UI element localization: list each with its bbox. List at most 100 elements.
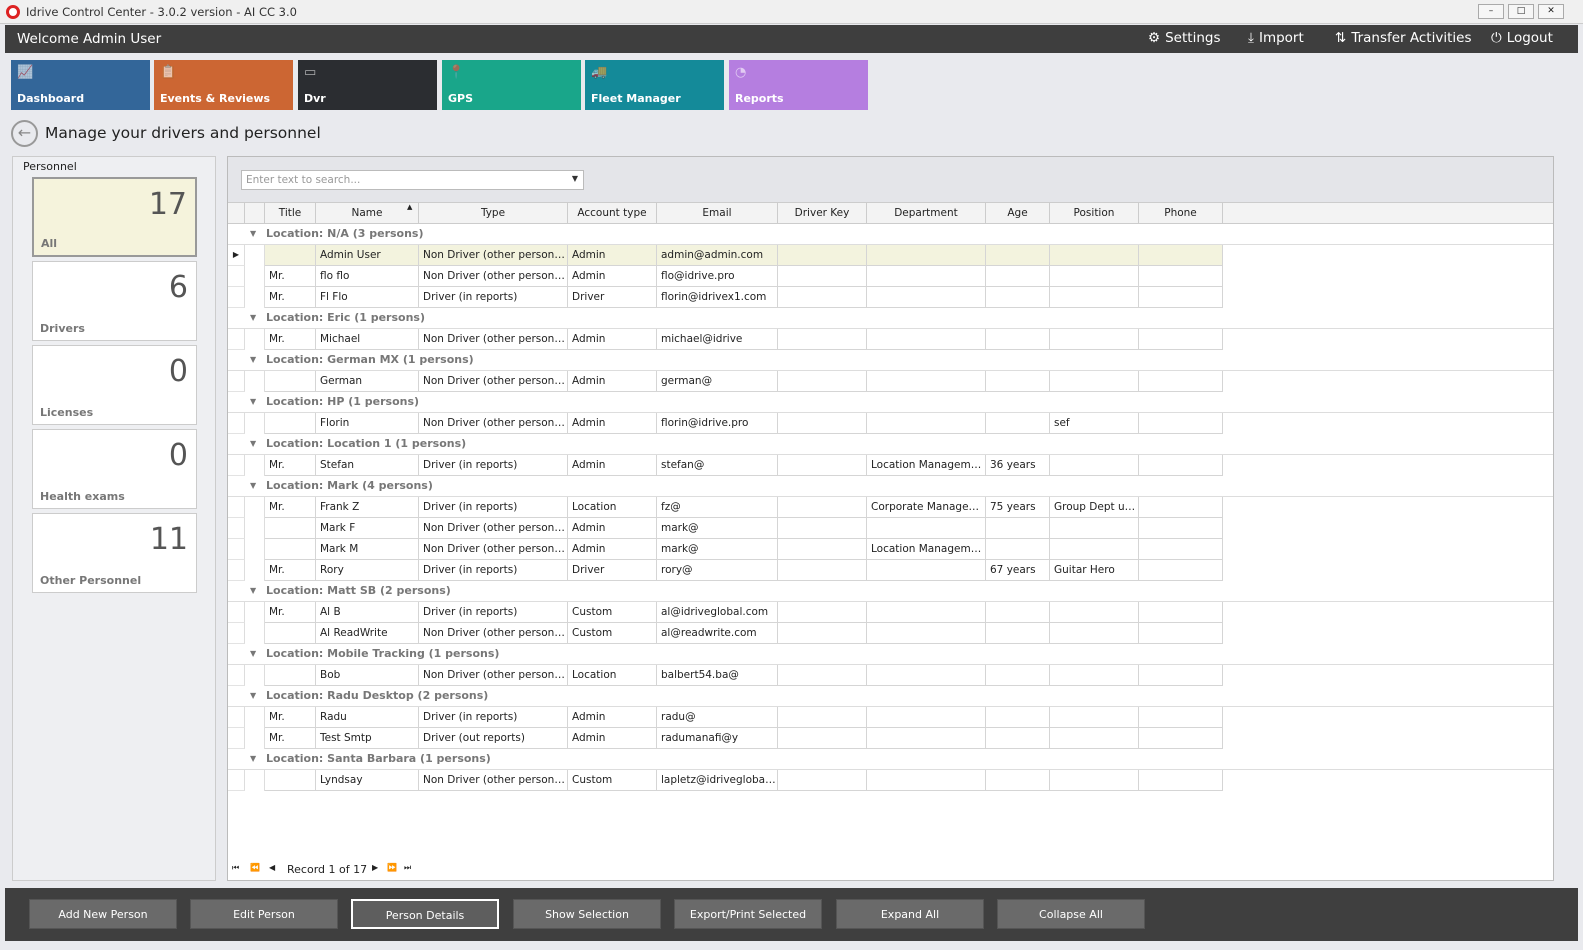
column-header-age[interactable]: Age — [986, 203, 1050, 224]
cell-position[interactable]: Guitar Hero — [1050, 560, 1139, 581]
cell-department[interactable] — [867, 266, 986, 287]
cell-department[interactable] — [867, 329, 986, 350]
cell-title[interactable]: Mr. — [265, 287, 316, 308]
cell-title[interactable]: Mr. — [265, 707, 316, 728]
table-row[interactable]: Florin Non Driver (other personnel) Admin f… — [228, 413, 1553, 434]
cell-name[interactable]: Lyndsay — [316, 770, 419, 791]
cell-email[interactable]: al@idriveglobal.com — [657, 602, 778, 623]
table-row[interactable]: Mr. flo flo Non Driver (other personnel) Ad… — [228, 266, 1553, 287]
next-page-icon[interactable]: ⏩ — [387, 863, 397, 872]
cell-driver-key[interactable] — [778, 329, 867, 350]
column-header-driver-key[interactable]: Driver Key — [778, 203, 867, 224]
cell-position[interactable] — [1050, 707, 1139, 728]
settings-link[interactable]: ⚙ Settings — [1148, 30, 1220, 46]
cell-account-type[interactable]: Admin — [568, 245, 657, 266]
column-header-phone[interactable]: Phone — [1139, 203, 1223, 224]
cell-email[interactable]: al@readwrite.com — [657, 623, 778, 644]
cell-position[interactable] — [1050, 602, 1139, 623]
cell-title[interactable] — [265, 245, 316, 266]
expand-all-button[interactable]: Expand All — [836, 899, 984, 929]
cell-age[interactable]: 36 years — [986, 455, 1050, 476]
cell-driver-key[interactable] — [778, 602, 867, 623]
cell-name[interactable]: Stefan — [316, 455, 419, 476]
cell-position[interactable] — [1050, 287, 1139, 308]
cell-email[interactable]: balbert54.ba@ — [657, 665, 778, 686]
cell-title[interactable] — [265, 518, 316, 539]
cell-age[interactable] — [986, 266, 1050, 287]
cell-department[interactable] — [867, 602, 986, 623]
group-row[interactable]: ▼ Location: Radu Desktop (2 persons) — [228, 686, 1553, 707]
cell-age[interactable] — [986, 518, 1050, 539]
cell-driver-key[interactable] — [778, 245, 867, 266]
cell-type[interactable]: Non Driver (other personnel) — [419, 329, 568, 350]
cell-age[interactable] — [986, 539, 1050, 560]
cell-email[interactable]: michael@idrive — [657, 329, 778, 350]
cell-department[interactable] — [867, 287, 986, 308]
show-selection-button[interactable]: Show Selection — [513, 899, 661, 929]
next-record-icon[interactable]: ▶ — [372, 863, 379, 872]
cell-account-type[interactable]: Admin — [568, 518, 657, 539]
cell-department[interactable] — [867, 413, 986, 434]
cell-email[interactable]: rory@ — [657, 560, 778, 581]
cell-driver-key[interactable] — [778, 707, 867, 728]
cell-title[interactable]: Mr. — [265, 497, 316, 518]
group-row[interactable]: ▼ Location: N/A (3 persons) — [228, 224, 1553, 245]
cell-phone[interactable] — [1139, 497, 1223, 518]
cell-driver-key[interactable] — [778, 266, 867, 287]
cell-name[interactable]: Fl Flo — [316, 287, 419, 308]
cell-position[interactable] — [1050, 371, 1139, 392]
personnel-card-other-personnel[interactable]: 11 Other Personnel — [32, 513, 197, 593]
personnel-card-licenses[interactable]: 0 Licenses — [32, 345, 197, 425]
collapse-arrow-icon[interactable]: ▼ — [250, 481, 257, 490]
cell-name[interactable]: Test Smtp — [316, 728, 419, 749]
cell-email[interactable]: lapletz@idriveglobal.com — [657, 770, 778, 791]
table-row[interactable]: Mr. Michael Non Driver (other personnel) Ad… — [228, 329, 1553, 350]
cell-type[interactable]: Non Driver (other personnel) — [419, 539, 568, 560]
cell-position[interactable] — [1050, 665, 1139, 686]
table-row[interactable]: Al ReadWrite Non Driver (other personnel)… — [228, 623, 1553, 644]
collapse-arrow-icon[interactable]: ▼ — [250, 313, 257, 322]
cell-driver-key[interactable] — [778, 497, 867, 518]
cell-title[interactable] — [265, 770, 316, 791]
collapse-arrow-icon[interactable]: ▼ — [250, 397, 257, 406]
collapse-arrow-icon[interactable]: ▼ — [250, 649, 257, 658]
cell-type[interactable]: Non Driver (other personnel) — [419, 371, 568, 392]
cell-account-type[interactable]: Admin — [568, 707, 657, 728]
cell-age[interactable] — [986, 602, 1050, 623]
cell-age[interactable]: 67 years — [986, 560, 1050, 581]
cell-title[interactable]: Mr. — [265, 329, 316, 350]
personnel-card-health-exams[interactable]: 0 Health exams — [32, 429, 197, 509]
cell-account-type[interactable]: Admin — [568, 371, 657, 392]
cell-type[interactable]: Driver (in reports) — [419, 602, 568, 623]
column-header-email[interactable]: Email — [657, 203, 778, 224]
cell-email[interactable]: admin@admin.com — [657, 245, 778, 266]
cell-type[interactable]: Non Driver (other personnel) — [419, 665, 568, 686]
column-header-type[interactable]: Type — [419, 203, 568, 224]
cell-title[interactable]: Mr. — [265, 560, 316, 581]
cell-driver-key[interactable] — [778, 728, 867, 749]
cell-name[interactable]: Admin User — [316, 245, 419, 266]
collapse-arrow-icon[interactable]: ▼ — [250, 754, 257, 763]
cell-name[interactable]: Bob — [316, 665, 419, 686]
cell-title[interactable] — [265, 539, 316, 560]
cell-phone[interactable] — [1139, 707, 1223, 728]
table-row[interactable]: Mr. Frank Z Driver (in reports) Location fz@… — [228, 497, 1553, 518]
cell-email[interactable]: florin@idrivex1.com — [657, 287, 778, 308]
cell-position[interactable] — [1050, 329, 1139, 350]
cell-type[interactable]: Non Driver (other personnel) — [419, 518, 568, 539]
cell-age[interactable] — [986, 245, 1050, 266]
cell-name[interactable]: Frank Z — [316, 497, 419, 518]
table-row[interactable]: Mr. Fl Flo Driver (in reports) Driver florin… — [228, 287, 1553, 308]
table-row[interactable]: Mr. Al B Driver (in reports) Custom al@idriv… — [228, 602, 1553, 623]
cell-type[interactable]: Non Driver (other personnel) — [419, 413, 568, 434]
table-row[interactable]: Mark F Non Driver (other personnel) Admin m… — [228, 518, 1553, 539]
group-row[interactable]: ▼ Location: HP (1 persons) — [228, 392, 1553, 413]
cell-position[interactable] — [1050, 728, 1139, 749]
cell-age[interactable] — [986, 770, 1050, 791]
cell-type[interactable]: Non Driver (other personnel) — [419, 770, 568, 791]
cell-department[interactable] — [867, 665, 986, 686]
minimize-button[interactable]: – — [1478, 4, 1504, 19]
cell-email[interactable]: fz@ — [657, 497, 778, 518]
group-row[interactable]: ▼ Location: Matt SB (2 persons) — [228, 581, 1553, 602]
cell-position[interactable] — [1050, 266, 1139, 287]
